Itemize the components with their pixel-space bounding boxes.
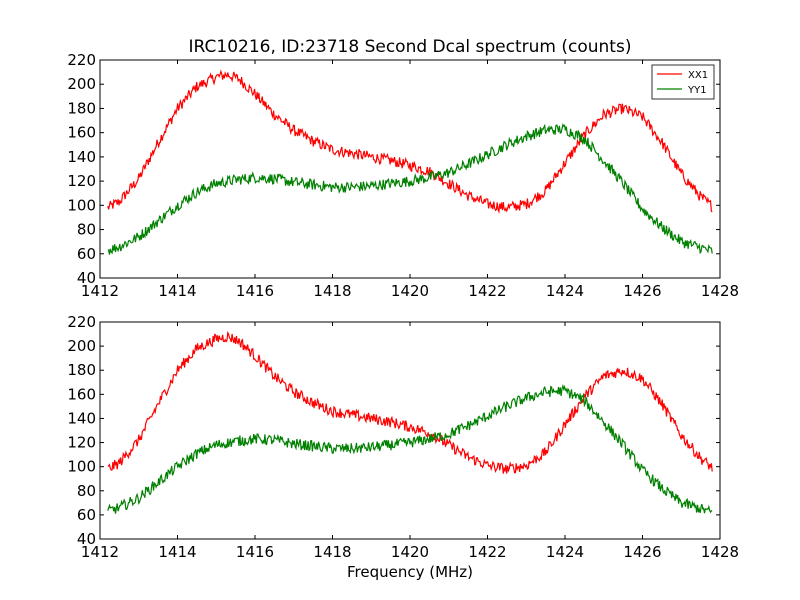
legend-label-xx1: XX1 [688, 70, 708, 81]
y-tick-label: 120 [67, 434, 96, 452]
y-tick-label: 40 [77, 269, 96, 287]
x-tick-label: 1412 [81, 543, 119, 561]
figure-title: IRC10216, ID:23718 Second Dcal spectrum … [189, 37, 632, 57]
x-tick-label: 1420 [391, 282, 429, 300]
y-tick-label: 40 [77, 530, 96, 548]
y-tick-label: 140 [67, 409, 96, 427]
y-tick-label: 140 [67, 148, 96, 166]
x-tick-label: 1422 [468, 543, 506, 561]
x-tick-label: 1424 [546, 282, 584, 300]
y-tick-label: 200 [67, 337, 96, 355]
x-tick-label: 1418 [313, 543, 351, 561]
top-panel: 1412 1414 1416 1418 1420 1422 1424 1426 1428 40 60… [67, 51, 739, 300]
legend-box [651, 64, 715, 100]
y-tick-label: 80 [77, 221, 96, 239]
series-line-xx1 [107, 69, 713, 214]
x-tick-label: 1428 [701, 282, 739, 300]
y-tick-label: 160 [67, 124, 96, 142]
x-tick-label: 1424 [546, 543, 584, 561]
x-tick-label: 1418 [313, 282, 351, 300]
x-tick-label: 1426 [623, 282, 661, 300]
y-tick-label: 180 [67, 99, 96, 117]
y-tick-label: 200 [67, 75, 96, 93]
series-line-red [107, 331, 713, 474]
x-tick-label: 1422 [468, 282, 506, 300]
series-line-green [107, 383, 713, 514]
x-tick-label: 1414 [158, 282, 196, 300]
y-tick-label: 220 [67, 313, 96, 331]
y-tick-label: 60 [77, 506, 96, 524]
bottom-panel: 1412 1414 1416 1418 1420 1422 1424 1426 1428 40 60… [67, 313, 739, 561]
x-tick-label: 1428 [701, 543, 739, 561]
y-tick-label: 100 [67, 196, 96, 214]
x-tick-label: 1416 [236, 543, 274, 561]
series-line-yy1 [107, 122, 713, 255]
y-tick-label: 160 [67, 385, 96, 403]
x-tick-label: 1420 [391, 543, 429, 561]
legend-label-yy1: YY1 [687, 85, 707, 96]
x-tick-label: 1416 [236, 282, 274, 300]
x-tick-label: 1412 [81, 282, 119, 300]
y-tick-label: 80 [77, 482, 96, 500]
y-tick-label: 120 [67, 172, 96, 190]
y-tick-label: 180 [67, 361, 96, 379]
y-tick-label: 60 [77, 245, 96, 263]
x-tick-label: 1414 [158, 543, 196, 561]
y-tick-label: 220 [67, 51, 96, 69]
x-tick-label: 1426 [623, 543, 661, 561]
x-axis-label: Frequency (MHz) [347, 563, 473, 581]
y-tick-label: 100 [67, 458, 96, 476]
